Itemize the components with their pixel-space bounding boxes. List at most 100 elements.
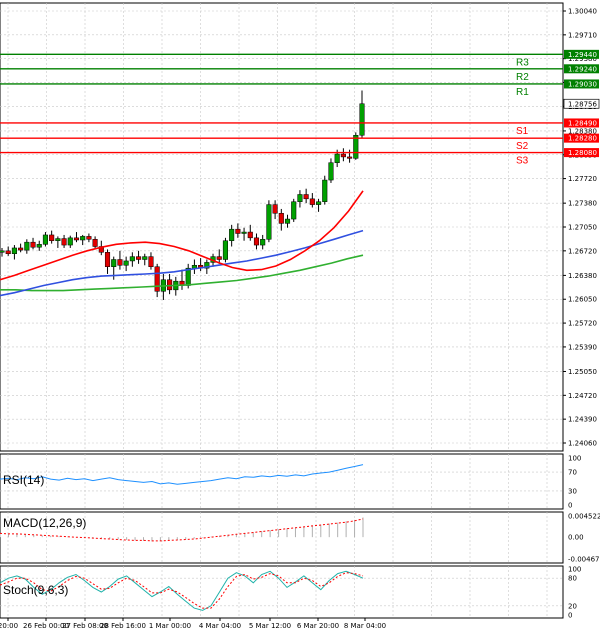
candle-body [154,266,160,292]
candle-body [334,153,340,163]
level-price-tag [564,148,599,158]
y-tick-label: 1.30040 [568,8,597,16]
level-price-tag [564,49,599,59]
grid-lines [0,3,563,618]
x-tick-label: 8 Mar 04:00 [344,622,386,630]
stoch-signal-line [0,572,364,609]
candle-body [5,250,11,254]
candle-body [167,279,173,291]
y-tick-label: 1.27380 [568,200,597,208]
candle-body [222,240,228,260]
current-price-label: 1.28756 [568,100,597,108]
candle-body [67,237,73,246]
candle-body [272,204,278,214]
y-tick-label: 1.24060 [568,440,597,448]
rsi-title: RSI(14) [3,473,44,487]
candle-body [266,204,272,240]
level-price-tag [564,118,599,128]
rsi-tick-label: 0 [568,502,572,510]
y-tick-label: 1.25050 [568,368,597,376]
x-tick-label: 4 Mar 04:00 [199,622,241,630]
level-name-r1: R1 [516,87,529,98]
x-tick-label: 20:00 [0,622,18,630]
candle-body [30,241,36,248]
rsi-tick-label: 100 [568,455,581,463]
x-tick-label: 5 Mar 12:00 [249,622,291,630]
candle-body [191,265,197,269]
y-tick-label: 1.26720 [568,247,597,255]
candle-body [117,259,123,266]
rsi-line [0,464,364,485]
candle-body [353,135,359,159]
y-tick-label: 1.25720 [568,320,597,328]
candle-body [148,256,154,267]
candle-body [322,179,328,202]
candle-body [92,239,98,247]
candle-body [185,267,191,286]
pane-border-rsi [0,453,564,510]
rsi-tick-label: 30 [568,487,577,495]
macd-tick-label: 0.004522 [568,513,600,521]
y-tick-label: 1.24720 [568,392,597,400]
y-tick-label: 1.25390 [568,343,597,351]
x-tick-label: 26 Feb 00:00 [23,622,69,630]
level-price-label: 1.29440 [568,51,597,59]
candle-body [142,256,148,260]
level-price-label: 1.28490 [568,119,597,127]
candle-body [136,256,142,260]
candle-body [297,194,303,202]
candle-body [241,231,247,234]
macd-signal-line [0,518,364,542]
level-price-label: 1.29240 [568,65,597,73]
candle-body [73,237,80,241]
macd-tick-label: -0.00467 [568,556,599,564]
x-tick-label: 27 Feb 08:00 [62,622,108,630]
x-tick-label: 1 Mar 00:00 [149,622,191,630]
candle-body [204,262,210,269]
candle-body [253,237,260,246]
y-tick-label: 1.29710 [568,31,597,39]
y-tick-label: 1.26050 [568,296,597,304]
candle-body [340,153,346,158]
candle-body [129,256,135,262]
candle-body [0,250,5,253]
rsi-tick-label: 70 [568,469,577,477]
pane-border-stoch [0,565,564,619]
level-name-r3: R3 [516,57,529,68]
candle-body [247,231,253,239]
candle-body [309,198,315,205]
candle-body [11,247,17,254]
candle-body [104,252,111,267]
y-tick-label: 1.26380 [568,272,597,280]
level-price-label: 1.28280 [568,135,597,143]
macd-title: MACD(12,26,9) [3,516,86,530]
macd-tick-label: 0.00 [568,534,584,542]
candle-body [328,162,334,181]
sma-slow-line [0,254,364,292]
candle-body [80,236,86,241]
sma-fast-line [0,190,364,281]
candle-body [216,256,222,260]
y-tick-label: 1.27050 [568,224,597,232]
candle-body [347,156,353,159]
candle-body [49,234,55,241]
candle-body [111,259,117,267]
candle-body [260,239,266,246]
x-tick-label: 28 Feb 16:00 [100,622,146,630]
candle-body [36,244,42,248]
y-tick-label: 1.27720 [568,175,597,183]
level-price-label: 1.29030 [568,80,597,88]
stoch-tick-label: 100 [568,566,581,574]
candle-body [123,260,129,266]
y-tick-label: 1.28380 [568,127,597,135]
level-price-label: 1.28080 [568,149,597,157]
current-price-tag [563,98,600,109]
candle-body [86,236,92,240]
candle-body [284,218,291,224]
level-price-tag [564,64,599,74]
y-tick-label: 1.24390 [568,416,597,424]
level-name-s2: S2 [516,141,529,152]
